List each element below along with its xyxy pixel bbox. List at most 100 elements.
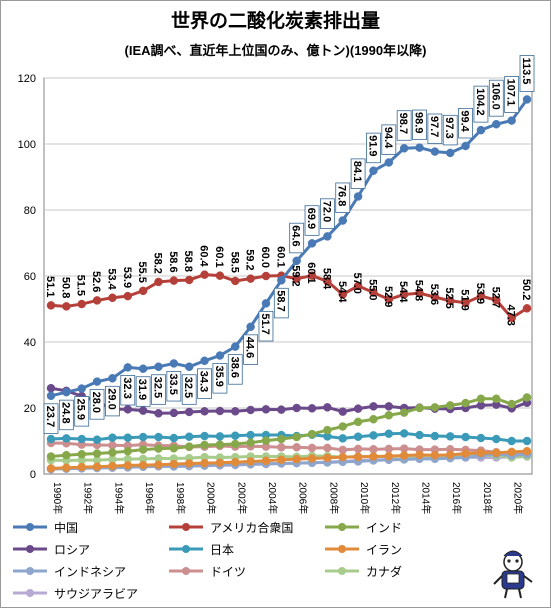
data-label-box — [381, 124, 397, 155]
data-label: 24.8 — [59, 402, 71, 423]
data-point — [492, 448, 501, 458]
data-point — [507, 447, 516, 457]
data-point — [445, 296, 455, 305]
data-point — [123, 461, 133, 470]
data-point — [384, 411, 394, 420]
data-point — [415, 288, 424, 298]
data-point — [415, 450, 424, 460]
data-point — [184, 362, 194, 371]
legend-swatch — [169, 545, 203, 553]
data-label: 104.2 — [474, 88, 486, 116]
data-point — [277, 405, 286, 414]
data-point — [430, 450, 440, 460]
data-point — [200, 458, 209, 468]
data-label-box — [151, 374, 166, 405]
legend-label: インドネシア — [54, 564, 127, 579]
data-label: 58.6 — [167, 251, 179, 272]
data-point — [353, 404, 363, 413]
legend-label: インド — [366, 520, 403, 535]
legend-swatch — [325, 545, 359, 553]
data-point — [476, 433, 486, 443]
data-point — [292, 256, 301, 266]
data-label-box — [258, 310, 274, 342]
data-label-box — [181, 374, 197, 405]
data-point — [246, 274, 255, 283]
y-tick-label: 0 — [30, 469, 36, 481]
x-tick-label: 2016年 — [450, 482, 463, 514]
data-label-boxed: 25.9 — [74, 396, 90, 427]
data-point — [184, 275, 194, 285]
data-point — [77, 449, 86, 459]
legend-label: カナダ — [366, 564, 403, 579]
data-point — [62, 302, 71, 311]
data-point — [215, 458, 225, 468]
data-point — [369, 288, 378, 297]
data-point — [292, 403, 301, 413]
data-label-box — [58, 399, 74, 431]
data-point — [184, 442, 194, 451]
legend-swatch — [169, 523, 203, 531]
data-label-boxed: 58.7 — [273, 287, 289, 319]
data-label: 97.3 — [443, 117, 455, 138]
legend-item: イラン — [324, 540, 402, 558]
data-label-box — [197, 368, 212, 399]
legend-swatch — [13, 545, 47, 553]
data-point — [231, 439, 240, 449]
data-label-box — [366, 132, 381, 164]
data-label: 58.5 — [228, 252, 240, 273]
data-point — [154, 362, 163, 371]
legend-item: ロシア — [12, 540, 90, 558]
data-label-box — [289, 222, 305, 254]
data-point — [507, 436, 516, 446]
data-point — [323, 453, 332, 463]
legend-swatch — [13, 567, 47, 575]
data-point — [261, 405, 271, 414]
data-point — [138, 364, 148, 373]
data-point — [277, 434, 286, 444]
data-label: 106.0 — [489, 82, 501, 110]
data-point — [138, 286, 148, 296]
data-point — [169, 433, 179, 443]
data-label-boxed: 23.7 — [43, 403, 59, 434]
data-point — [261, 299, 271, 308]
data-point — [62, 387, 71, 397]
data-point — [492, 434, 501, 444]
data-point — [46, 434, 56, 444]
data-point — [154, 409, 163, 418]
data-point — [169, 276, 179, 285]
data-point — [461, 449, 470, 458]
data-point — [522, 95, 532, 104]
data-label: 44.6 — [244, 337, 256, 358]
data-label: 38.6 — [228, 357, 240, 378]
data-label-boxed: 98.9 — [412, 109, 427, 141]
data-point — [307, 271, 317, 280]
chart-title: 世界の二酸化炭素排出量 — [170, 11, 380, 32]
data-point — [46, 464, 56, 473]
data-point — [277, 443, 286, 452]
legend-swatch — [325, 523, 359, 531]
data-point — [200, 270, 209, 279]
data-label: 33.5 — [167, 373, 179, 394]
data-point — [246, 322, 255, 332]
data-point — [384, 451, 394, 461]
data-point — [92, 435, 102, 444]
data-label-box — [120, 375, 136, 406]
data-point — [323, 277, 332, 286]
data-point — [77, 384, 86, 393]
legend-item: インドネシア — [12, 562, 126, 580]
x-tick-label: 2018年 — [481, 482, 494, 514]
data-label: 52.6 — [90, 271, 102, 292]
data-point — [476, 448, 486, 458]
x-tick-label: 2002年 — [235, 482, 248, 514]
data-point — [62, 434, 71, 443]
data-label-boxed: 69.9 — [304, 205, 320, 236]
data-point — [461, 298, 470, 307]
data-point — [445, 401, 455, 410]
data-point — [430, 292, 440, 302]
data-point — [246, 457, 255, 466]
data-point — [108, 448, 117, 457]
data-label-box — [504, 76, 520, 113]
data-point — [184, 459, 194, 468]
data-label-boxed: 72.0 — [319, 198, 335, 229]
